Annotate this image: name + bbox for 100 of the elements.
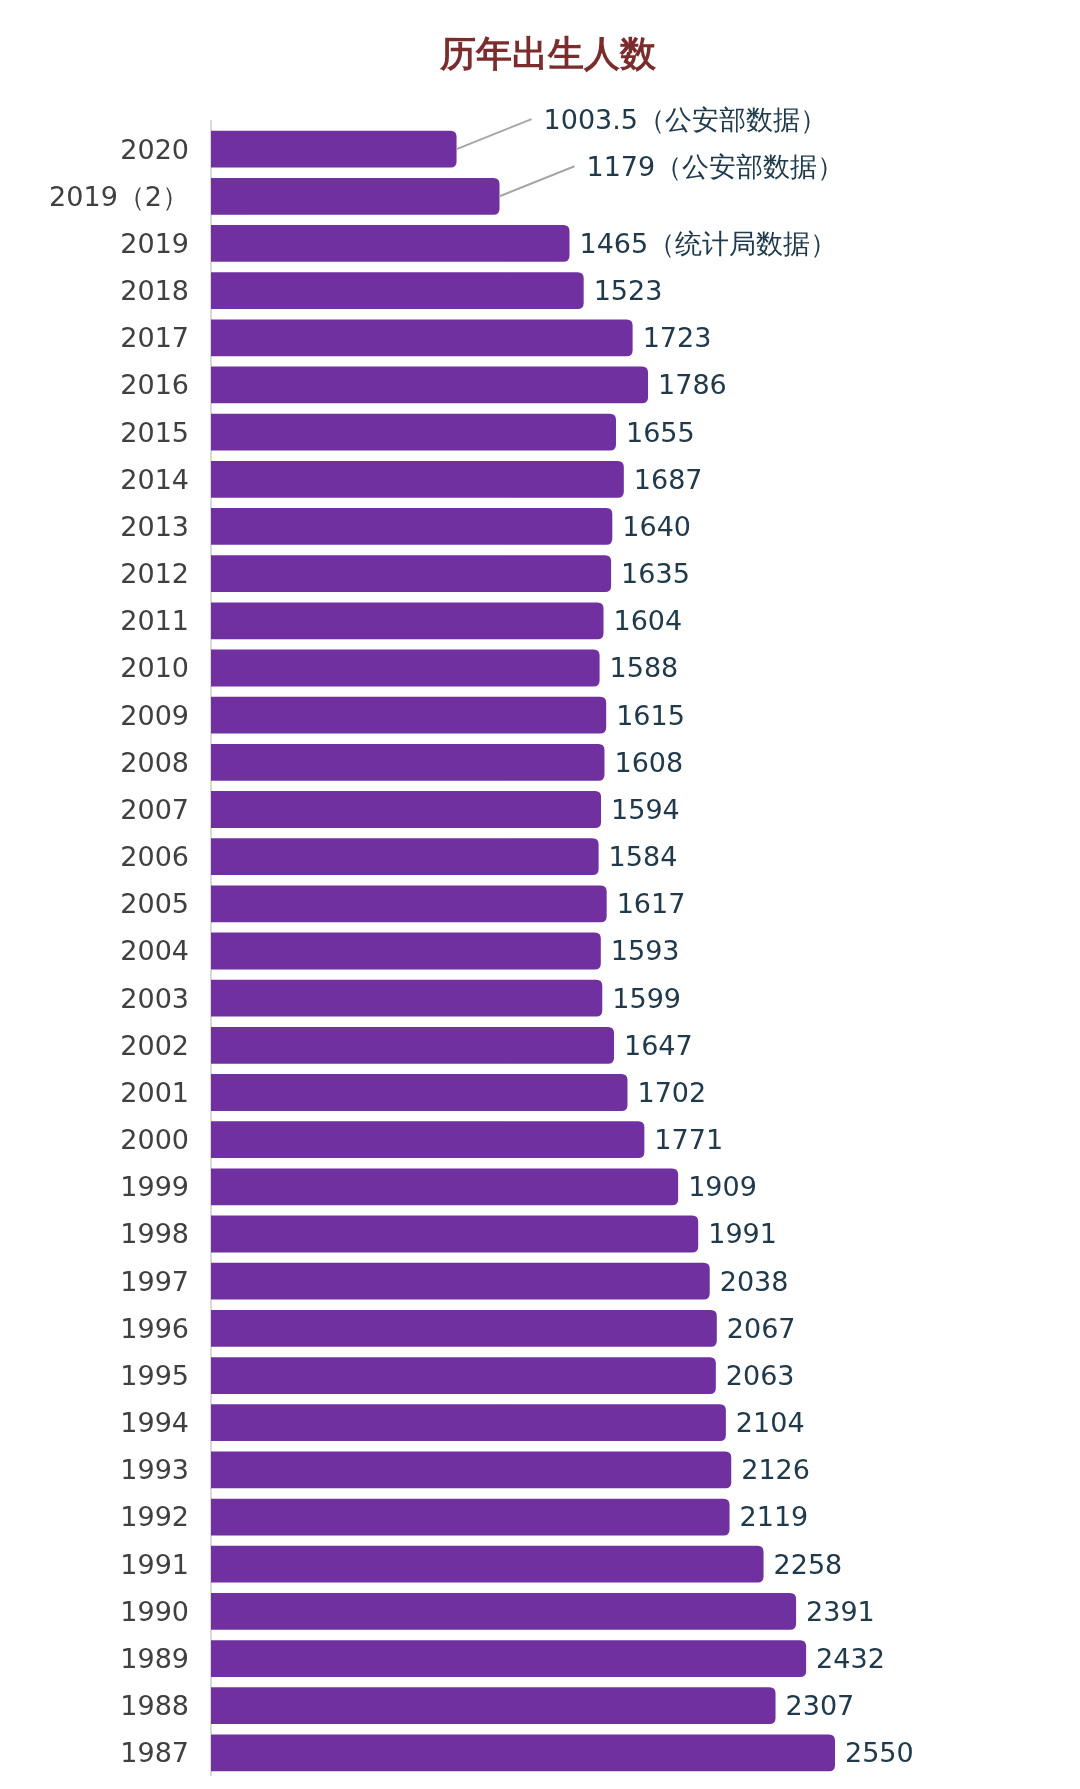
data-label: 1771: [654, 1124, 724, 1156]
data-label: 1615: [616, 699, 685, 731]
data-label: 2104: [735, 1407, 805, 1439]
bar: [211, 225, 570, 262]
bar: [211, 979, 603, 1017]
bar: [211, 1545, 764, 1583]
data-label: 1617: [616, 888, 686, 920]
bar: [211, 1262, 710, 1300]
data-label: 2432: [816, 1643, 885, 1674]
bar: [211, 743, 605, 781]
data-label: 1723: [642, 322, 712, 354]
y-tick-label: 1997: [120, 1265, 189, 1297]
data-label: 1647: [624, 1029, 693, 1061]
y-tick-label: 2016: [120, 369, 189, 401]
bar: [211, 555, 612, 593]
bar: [211, 1309, 717, 1347]
y-tick-label: 2019（2）: [49, 180, 189, 212]
y-tick-label: 2007: [120, 793, 189, 825]
y-tick-label: 2001: [120, 1076, 189, 1108]
y-tick-label: 1999: [120, 1171, 189, 1203]
y-tick-label: 1996: [120, 1312, 189, 1344]
bar: [211, 1074, 628, 1111]
bar: [211, 366, 649, 404]
bar: [211, 1215, 699, 1253]
y-tick-label: 2000: [120, 1124, 189, 1156]
y-tick-label: 1991: [120, 1548, 189, 1580]
data-label: 1588: [609, 652, 679, 684]
data-label: 2038: [719, 1265, 789, 1297]
y-tick-label: 2004: [120, 935, 189, 967]
y-tick-label: 2009: [120, 699, 189, 731]
bar: [211, 602, 604, 640]
data-label: 1655: [625, 416, 695, 448]
chart-title: 历年出生人数: [439, 32, 657, 74]
bar: [211, 649, 600, 687]
bar: [211, 272, 584, 310]
y-tick-label: 2017: [120, 322, 189, 354]
y-tick-label: 2011: [120, 605, 189, 637]
y-tick-label: 1993: [120, 1454, 189, 1486]
annotation: 1179（公安部数据）: [586, 150, 845, 182]
bar: [211, 130, 457, 168]
bar: [211, 319, 633, 357]
y-tick-label: 1990: [120, 1595, 189, 1627]
y-tick-label: 2008: [120, 746, 189, 778]
data-label: 2391: [806, 1595, 875, 1627]
y-tick-label: 2003: [120, 982, 189, 1014]
bar: [211, 885, 607, 923]
data-label: 1593: [610, 935, 680, 967]
y-tick-label: 2012: [120, 558, 189, 590]
data-label: 2550: [845, 1737, 914, 1769]
bar: [211, 1026, 615, 1064]
data-label: 1599: [612, 982, 681, 1014]
bar: [211, 1404, 726, 1442]
data-label: 2307: [785, 1690, 855, 1722]
bar: [211, 696, 607, 734]
y-tick-label: 1995: [120, 1359, 189, 1391]
bar: [211, 460, 624, 498]
y-tick-label: 2013: [120, 510, 189, 542]
data-label: 1604: [613, 605, 683, 637]
data-label: 1702: [637, 1076, 707, 1108]
bar: [211, 177, 500, 215]
bar: [211, 1451, 732, 1489]
y-tick-label: 2014: [120, 463, 189, 495]
y-tick-label: 2018: [120, 275, 189, 307]
data-label: 1909: [688, 1171, 757, 1203]
bar: [211, 508, 613, 545]
data-label: 2067: [726, 1312, 796, 1344]
y-tick-label: 1994: [120, 1407, 189, 1439]
data-label: 1608: [614, 746, 684, 778]
bar: [211, 413, 616, 451]
bar: [211, 1640, 807, 1677]
data-label: 1991: [708, 1218, 777, 1250]
bar: [211, 1592, 797, 1630]
y-tick-label: 2002: [120, 1029, 189, 1061]
y-tick-label: 1989: [120, 1643, 189, 1674]
data-label: 1640: [622, 510, 692, 542]
y-tick-label: 2010: [120, 652, 189, 684]
bar: [211, 1498, 730, 1536]
y-tick-label: 1988: [120, 1690, 189, 1722]
data-label: 2126: [741, 1454, 810, 1486]
data-label: 1635: [621, 558, 690, 590]
y-tick-label: 1987: [120, 1737, 189, 1769]
data-label: 2119: [739, 1501, 809, 1533]
bar: [211, 932, 601, 970]
bar: [211, 1168, 679, 1206]
data-label: 1523: [593, 275, 663, 307]
y-tick-label: 2015: [120, 416, 189, 448]
data-label: 1465（统计局数据）: [579, 227, 838, 259]
bar: [211, 1687, 776, 1725]
bar: [211, 838, 599, 876]
data-label: 1786: [658, 369, 727, 401]
y-tick-label: 1992: [120, 1501, 189, 1533]
y-tick-label: 2020: [120, 133, 189, 165]
bar: [211, 791, 602, 828]
bar: [211, 1734, 835, 1772]
y-tick-label: 2006: [120, 841, 189, 873]
data-label: 1687: [633, 463, 703, 495]
data-label: 1594: [611, 793, 680, 825]
annotation: 1003.5（公安部数据）: [543, 103, 828, 135]
data-label: 1584: [608, 841, 678, 873]
y-tick-label: 2019: [120, 227, 189, 259]
